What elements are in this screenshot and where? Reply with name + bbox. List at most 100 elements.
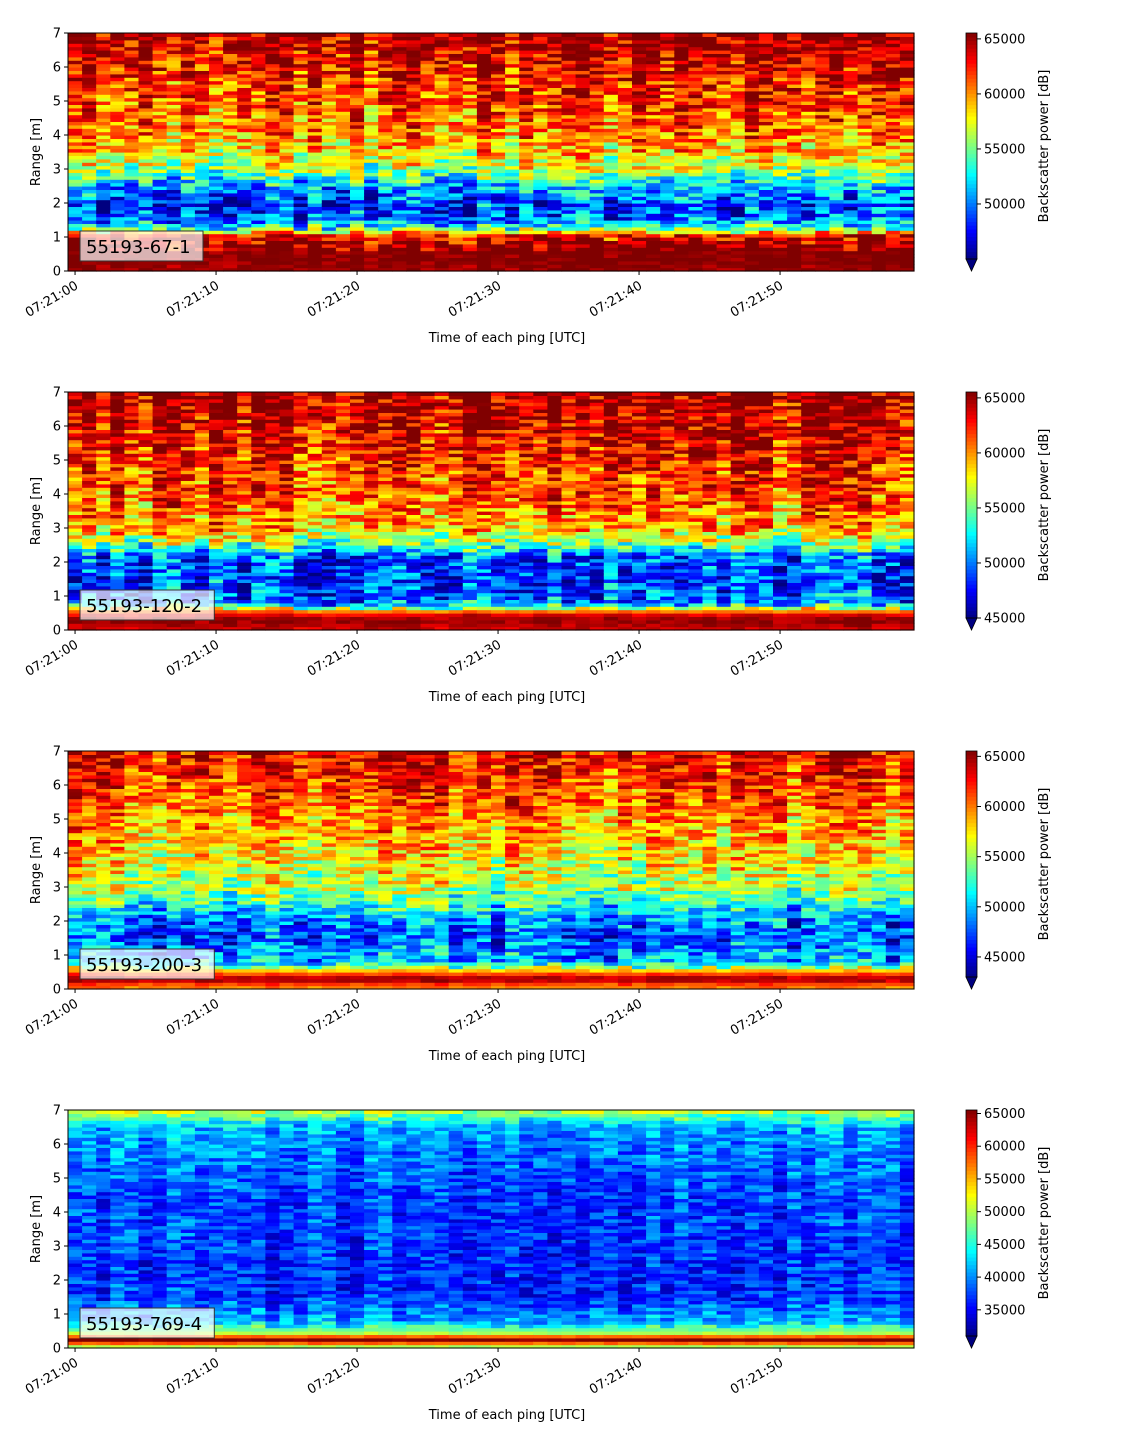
heatmap-cell xyxy=(279,199,295,204)
heatmap-cell xyxy=(871,70,887,75)
heatmap-cell xyxy=(321,250,337,255)
heatmap-cell xyxy=(801,94,816,99)
colorbar-segment xyxy=(966,194,977,200)
heatmap-cell xyxy=(829,128,845,133)
heatmap-cell xyxy=(617,121,633,126)
heatmap-cell xyxy=(519,138,534,143)
heatmap-cell xyxy=(702,80,718,85)
heatmap-cell xyxy=(364,260,379,265)
heatmap-cell xyxy=(138,162,154,167)
heatmap-cell xyxy=(82,53,97,58)
heatmap-cell xyxy=(871,121,887,126)
heatmap-cell xyxy=(885,114,901,119)
heatmap-cell xyxy=(82,203,97,207)
heatmap-cell xyxy=(293,192,309,197)
heatmap-cell xyxy=(885,186,901,190)
heatmap-cell xyxy=(758,237,774,241)
heatmap-cell xyxy=(871,148,887,153)
heatmap-cell xyxy=(519,203,534,207)
heatmap-cell xyxy=(843,56,859,61)
heatmap-cell xyxy=(646,60,661,65)
heatmap-cell xyxy=(96,209,111,214)
heatmap-cell xyxy=(166,575,182,580)
heatmap-cell xyxy=(110,121,125,126)
heatmap-cell xyxy=(716,209,732,214)
heatmap-cell xyxy=(617,111,633,116)
heatmap-cell xyxy=(335,141,351,146)
heatmap-cell xyxy=(110,107,125,112)
heatmap-cell xyxy=(660,264,675,269)
heatmap-cell xyxy=(82,585,97,590)
heatmap-cell xyxy=(829,220,845,224)
heatmap-cell xyxy=(180,405,196,410)
heatmap-cell xyxy=(406,264,422,269)
heatmap-cell xyxy=(124,199,140,204)
heatmap-cell xyxy=(237,128,252,133)
heatmap-cell xyxy=(448,97,464,102)
heatmap-cell xyxy=(815,46,830,51)
heatmap-cell xyxy=(124,490,140,495)
heatmap-cell xyxy=(462,186,478,190)
heatmap-cell xyxy=(68,36,83,41)
heatmap-cell xyxy=(547,203,563,207)
heatmap-cell xyxy=(688,243,704,248)
heatmap-cell xyxy=(716,254,732,258)
heatmap-cell xyxy=(350,226,365,231)
heatmap-cell xyxy=(392,70,407,75)
heatmap-cell xyxy=(773,237,788,241)
heatmap-cell xyxy=(251,141,266,146)
heatmap-cell xyxy=(223,264,238,269)
heatmap-cell xyxy=(82,409,97,413)
heatmap-cell xyxy=(406,118,422,122)
heatmap-cell xyxy=(209,169,224,173)
heatmap-cell xyxy=(110,579,125,583)
heatmap-cell xyxy=(194,511,210,515)
heatmap-cell xyxy=(209,220,224,224)
heatmap-cell xyxy=(575,80,591,85)
heatmap-cell xyxy=(194,101,210,105)
heatmap-cell xyxy=(223,199,238,204)
colorbar-segment xyxy=(966,179,977,185)
heatmap-cell xyxy=(885,162,901,167)
heatmap-cell xyxy=(674,60,689,65)
heatmap-cell xyxy=(378,216,393,221)
heatmap-cell xyxy=(632,39,647,44)
heatmap-cell xyxy=(688,36,704,41)
heatmap-cell xyxy=(702,203,718,207)
heatmap-cell xyxy=(758,80,774,85)
heatmap-cell xyxy=(194,196,210,201)
heatmap-cell xyxy=(82,545,97,549)
heatmap-cell xyxy=(180,439,196,444)
heatmap-cell xyxy=(758,267,774,272)
heatmap-cell xyxy=(251,114,266,119)
heatmap-cell xyxy=(96,483,111,488)
heatmap-cell xyxy=(166,415,182,420)
heatmap-cell xyxy=(617,46,633,51)
heatmap-cell xyxy=(632,240,647,245)
heatmap-cell xyxy=(688,46,704,51)
heatmap-cell xyxy=(505,213,520,218)
heatmap-cell xyxy=(434,84,450,88)
heatmap-cell xyxy=(166,545,182,549)
heatmap-cell xyxy=(180,189,196,194)
heatmap-cell xyxy=(96,196,111,201)
heatmap-cell xyxy=(716,114,732,119)
heatmap-cell xyxy=(68,237,83,241)
heatmap-cell xyxy=(152,392,168,396)
heatmap-cell xyxy=(279,237,295,241)
heatmap-cell xyxy=(166,470,182,475)
heatmap-cell xyxy=(476,70,492,75)
heatmap-cell xyxy=(730,240,746,245)
heatmap-cell xyxy=(476,172,492,177)
heatmap-cell xyxy=(448,192,464,197)
heatmap-cell xyxy=(730,182,746,187)
heatmap-cell xyxy=(857,172,873,177)
heatmap-cell xyxy=(392,165,407,170)
heatmap-cell xyxy=(829,264,845,269)
heatmap-cell xyxy=(321,230,337,235)
heatmap-cell xyxy=(251,213,266,218)
heatmap-cell xyxy=(434,203,450,207)
heatmap-cell xyxy=(209,237,224,241)
heatmap-cell xyxy=(279,124,295,129)
heatmap-cell xyxy=(124,118,140,122)
